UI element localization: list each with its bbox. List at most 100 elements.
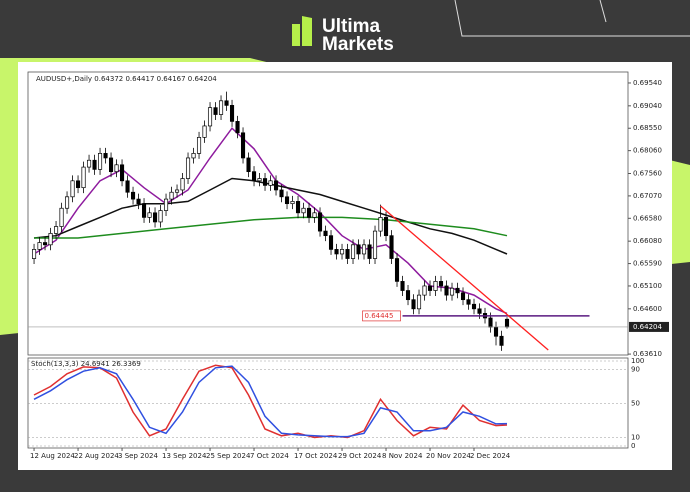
y-tick-label: 0.67070	[633, 192, 662, 200]
brand-line2: Markets	[322, 34, 394, 55]
chart-panel	[18, 62, 672, 470]
x-tick-label: 2 Dec 2024	[470, 452, 511, 460]
candle-body	[207, 107, 213, 127]
candle-body	[394, 258, 400, 282]
stoch-line	[33, 365, 508, 438]
candle-body	[213, 107, 218, 115]
decor-line	[454, 0, 690, 37]
candle-body	[152, 212, 158, 223]
x-tick-label: 25 Sep 2024	[206, 452, 251, 460]
candle-body	[427, 285, 433, 291]
brand-line1: Ultima	[322, 16, 381, 37]
x-tick-label: 8 Nov 2024	[382, 452, 423, 460]
candle-body	[328, 235, 334, 250]
candle-body	[229, 105, 235, 122]
x-tick-label: 22 Aug 2024	[74, 452, 119, 460]
candle-body	[367, 244, 372, 259]
candle-body	[356, 244, 361, 255]
candle-body	[493, 326, 499, 337]
y-tick-label: 0.68060	[633, 147, 662, 155]
candle-body	[361, 244, 367, 255]
x-tick-label: 20 Nov 2024	[426, 452, 471, 460]
candle-body	[345, 249, 350, 259]
candle-body	[471, 303, 477, 310]
stoch-plot-frame	[27, 357, 629, 449]
level-label-box	[362, 310, 401, 322]
plot: 0.69540 0.69040 0.68550 0.68060 0.67560 0.670…	[28, 79, 669, 460]
x-tick-label: 17 Oct 2024	[294, 452, 338, 460]
candle-body	[70, 180, 75, 198]
candle-body	[86, 159, 92, 168]
candle-body	[246, 157, 251, 173]
candle-body	[81, 166, 86, 189]
candle-body	[312, 212, 317, 218]
logo-icon	[302, 16, 312, 46]
candle-body	[317, 212, 323, 232]
candle-body	[268, 180, 273, 186]
decor-line	[599, 0, 607, 23]
candle-body	[389, 235, 394, 259]
candle-body	[290, 201, 295, 205]
x-tick-label: 29 Oct 2024	[338, 452, 382, 460]
candle-body	[119, 164, 125, 182]
candle-body	[48, 233, 53, 246]
candle-body	[488, 317, 493, 328]
candle-body	[422, 285, 427, 296]
candle-body	[108, 157, 114, 173]
candle-body	[224, 100, 229, 106]
candle-body	[169, 191, 174, 200]
y-tick-label: 10	[631, 434, 640, 442]
candle-body	[273, 180, 279, 191]
candle-body	[92, 159, 97, 170]
candle-body	[504, 318, 510, 328]
candle-body	[499, 335, 504, 346]
candle-body	[147, 212, 152, 218]
candle-body	[339, 249, 345, 255]
candle-body	[37, 242, 42, 250]
y-tick-label: 0.65100	[633, 282, 662, 290]
candle-body	[279, 189, 284, 198]
candle-body	[284, 196, 290, 205]
candle-body	[444, 285, 449, 296]
candle-body	[240, 132, 246, 159]
candle-body	[31, 249, 37, 259]
y-tick-label: 90	[631, 366, 640, 374]
candle-body	[455, 287, 460, 294]
x-tick-label: 13 Sep 2024	[162, 452, 207, 460]
candle-body	[42, 242, 48, 246]
candle-body	[59, 207, 64, 227]
candle-body	[350, 244, 356, 259]
x-tick-label: 7 Oct 2024	[250, 452, 289, 460]
y-tick-label: 0	[631, 442, 635, 450]
candle-body	[185, 157, 191, 179]
chart-title: AUDUSD+,Daily 0.64372 0.64417 0.64167 0.…	[36, 75, 217, 83]
candle-body	[103, 153, 108, 159]
stoch-title: Stoch(13,3,3) 24.6941 26.3369	[31, 360, 141, 368]
y-tick-label: 0.66580	[633, 214, 662, 222]
candle-body	[323, 230, 328, 237]
candle-body	[53, 226, 59, 234]
candle-body	[411, 299, 416, 310]
candle-body	[306, 207, 312, 218]
candle-body	[114, 164, 119, 173]
candle-body	[257, 178, 262, 182]
candle-body	[218, 100, 224, 115]
candle-body	[466, 299, 471, 305]
candle-body	[405, 290, 411, 301]
current-price-label: 0.64204	[633, 323, 662, 331]
logo: Ultima Markets	[292, 16, 394, 55]
candle-body	[383, 217, 389, 237]
candle-body	[163, 198, 169, 211]
y-tick-label: 0.67560	[633, 169, 662, 177]
candle-body	[460, 292, 466, 301]
candle-body	[438, 281, 444, 287]
y-tick-label: 100	[631, 357, 644, 365]
main-plot-frame	[27, 71, 629, 356]
y-tick-label: 50	[631, 400, 640, 408]
trendline	[380, 205, 549, 351]
candle-body	[125, 180, 130, 193]
candle-body	[334, 249, 339, 255]
candle-body	[75, 180, 81, 189]
candle-body	[378, 217, 383, 232]
